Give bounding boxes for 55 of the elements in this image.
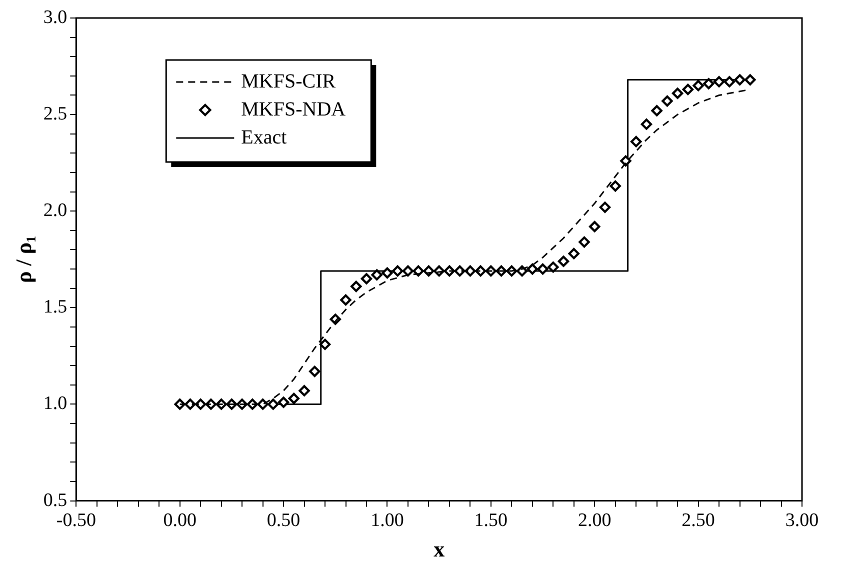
- point: [744, 74, 756, 86]
- y-tick-label: 0.5: [43, 490, 68, 511]
- y-axis-title: ρ / ρ₁: [10, 236, 36, 284]
- y-tick-label: 2.5: [43, 104, 68, 125]
- x-tick-label: -0.50: [56, 510, 96, 532]
- point: [703, 78, 714, 90]
- legend-label: MKFS-NDA: [241, 98, 346, 120]
- point: [288, 392, 300, 404]
- x-tick-label: 2.00: [578, 510, 612, 532]
- point: [662, 95, 673, 107]
- point: [599, 202, 611, 213]
- y-tick-label: 2.0: [43, 200, 68, 222]
- point: [610, 180, 621, 192]
- point: [589, 220, 600, 232]
- legend-label: Exact: [241, 126, 288, 148]
- point: [371, 269, 382, 280]
- point: [558, 256, 570, 267]
- x-tick-label: 2.50: [682, 510, 715, 532]
- point: [526, 263, 538, 275]
- point: [682, 84, 694, 96]
- point: [350, 280, 362, 292]
- point: [692, 80, 704, 92]
- legend-label: MKFS-CIR: [241, 70, 336, 92]
- x-tick-label: 0.50: [266, 510, 300, 532]
- point: [257, 398, 268, 410]
- point: [309, 366, 320, 378]
- point: [620, 155, 632, 167]
- point: [319, 338, 331, 350]
- x-axis-title: x: [434, 536, 445, 562]
- point: [402, 265, 414, 277]
- point: [578, 236, 590, 248]
- point: [548, 262, 559, 273]
- x-tick-label: 1.00: [370, 510, 404, 532]
- y-tick-label: 1.5: [43, 296, 68, 318]
- point: [724, 76, 736, 88]
- x-tick-label: 0.00: [163, 510, 196, 532]
- point: [640, 118, 652, 130]
- point: [278, 396, 290, 408]
- point: [672, 88, 684, 99]
- y-tick-label: 1.0: [43, 393, 68, 414]
- point: [713, 76, 725, 88]
- point: [268, 398, 279, 410]
- point: [298, 385, 310, 396]
- y-tick-label: 3.0: [43, 6, 68, 28]
- point: [734, 74, 746, 86]
- x-tick-label: 3.00: [785, 510, 819, 532]
- point: [568, 248, 580, 260]
- point: [360, 273, 372, 284]
- point: [382, 267, 393, 279]
- point: [392, 265, 404, 277]
- x-tick-label: 1.50: [474, 510, 508, 532]
- point: [537, 263, 548, 275]
- point: [630, 136, 642, 148]
- point: [651, 105, 662, 116]
- point: [340, 294, 352, 306]
